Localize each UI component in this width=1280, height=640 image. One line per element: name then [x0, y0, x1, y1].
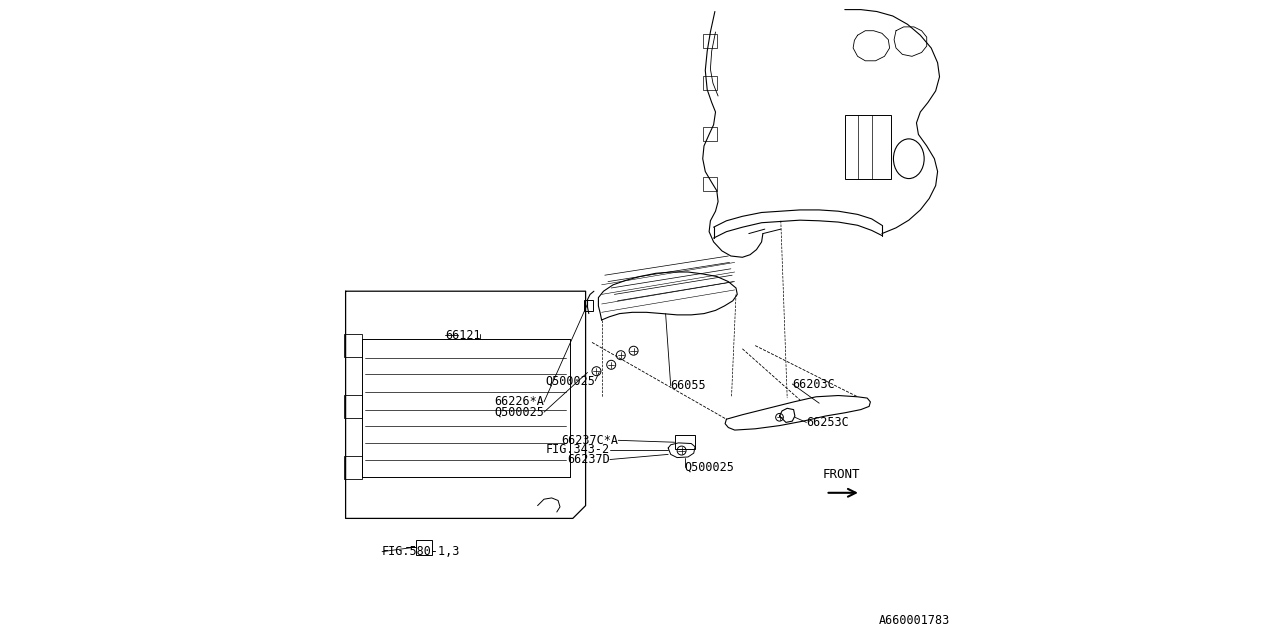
Text: 66055: 66055 [671, 380, 707, 392]
Bar [344, 456, 362, 479]
FancyBboxPatch shape [703, 127, 717, 141]
Text: Q500025: Q500025 [545, 374, 595, 387]
Ellipse shape [893, 139, 924, 179]
Bar [416, 540, 433, 555]
Text: A660001783: A660001783 [879, 614, 950, 627]
Text: 66121: 66121 [445, 329, 480, 342]
Text: 66237D: 66237D [567, 453, 611, 466]
Text: 66226*A: 66226*A [494, 396, 544, 408]
Bar [845, 115, 891, 179]
Text: 66253C: 66253C [806, 416, 849, 429]
Text: FIG.580-1,3: FIG.580-1,3 [381, 545, 461, 558]
FancyBboxPatch shape [703, 76, 717, 90]
Bar [344, 395, 362, 418]
Text: Q500025: Q500025 [685, 461, 735, 474]
Text: FIG.343-2: FIG.343-2 [545, 444, 611, 456]
Text: FRONT: FRONT [823, 468, 860, 481]
Bar [584, 300, 593, 311]
FancyBboxPatch shape [703, 34, 717, 48]
Text: 66203C: 66203C [792, 378, 835, 390]
Text: 66237C*A: 66237C*A [561, 434, 618, 447]
FancyBboxPatch shape [703, 177, 717, 191]
Bar [675, 435, 695, 449]
Text: Q500025: Q500025 [494, 406, 544, 419]
Bar [344, 334, 362, 357]
